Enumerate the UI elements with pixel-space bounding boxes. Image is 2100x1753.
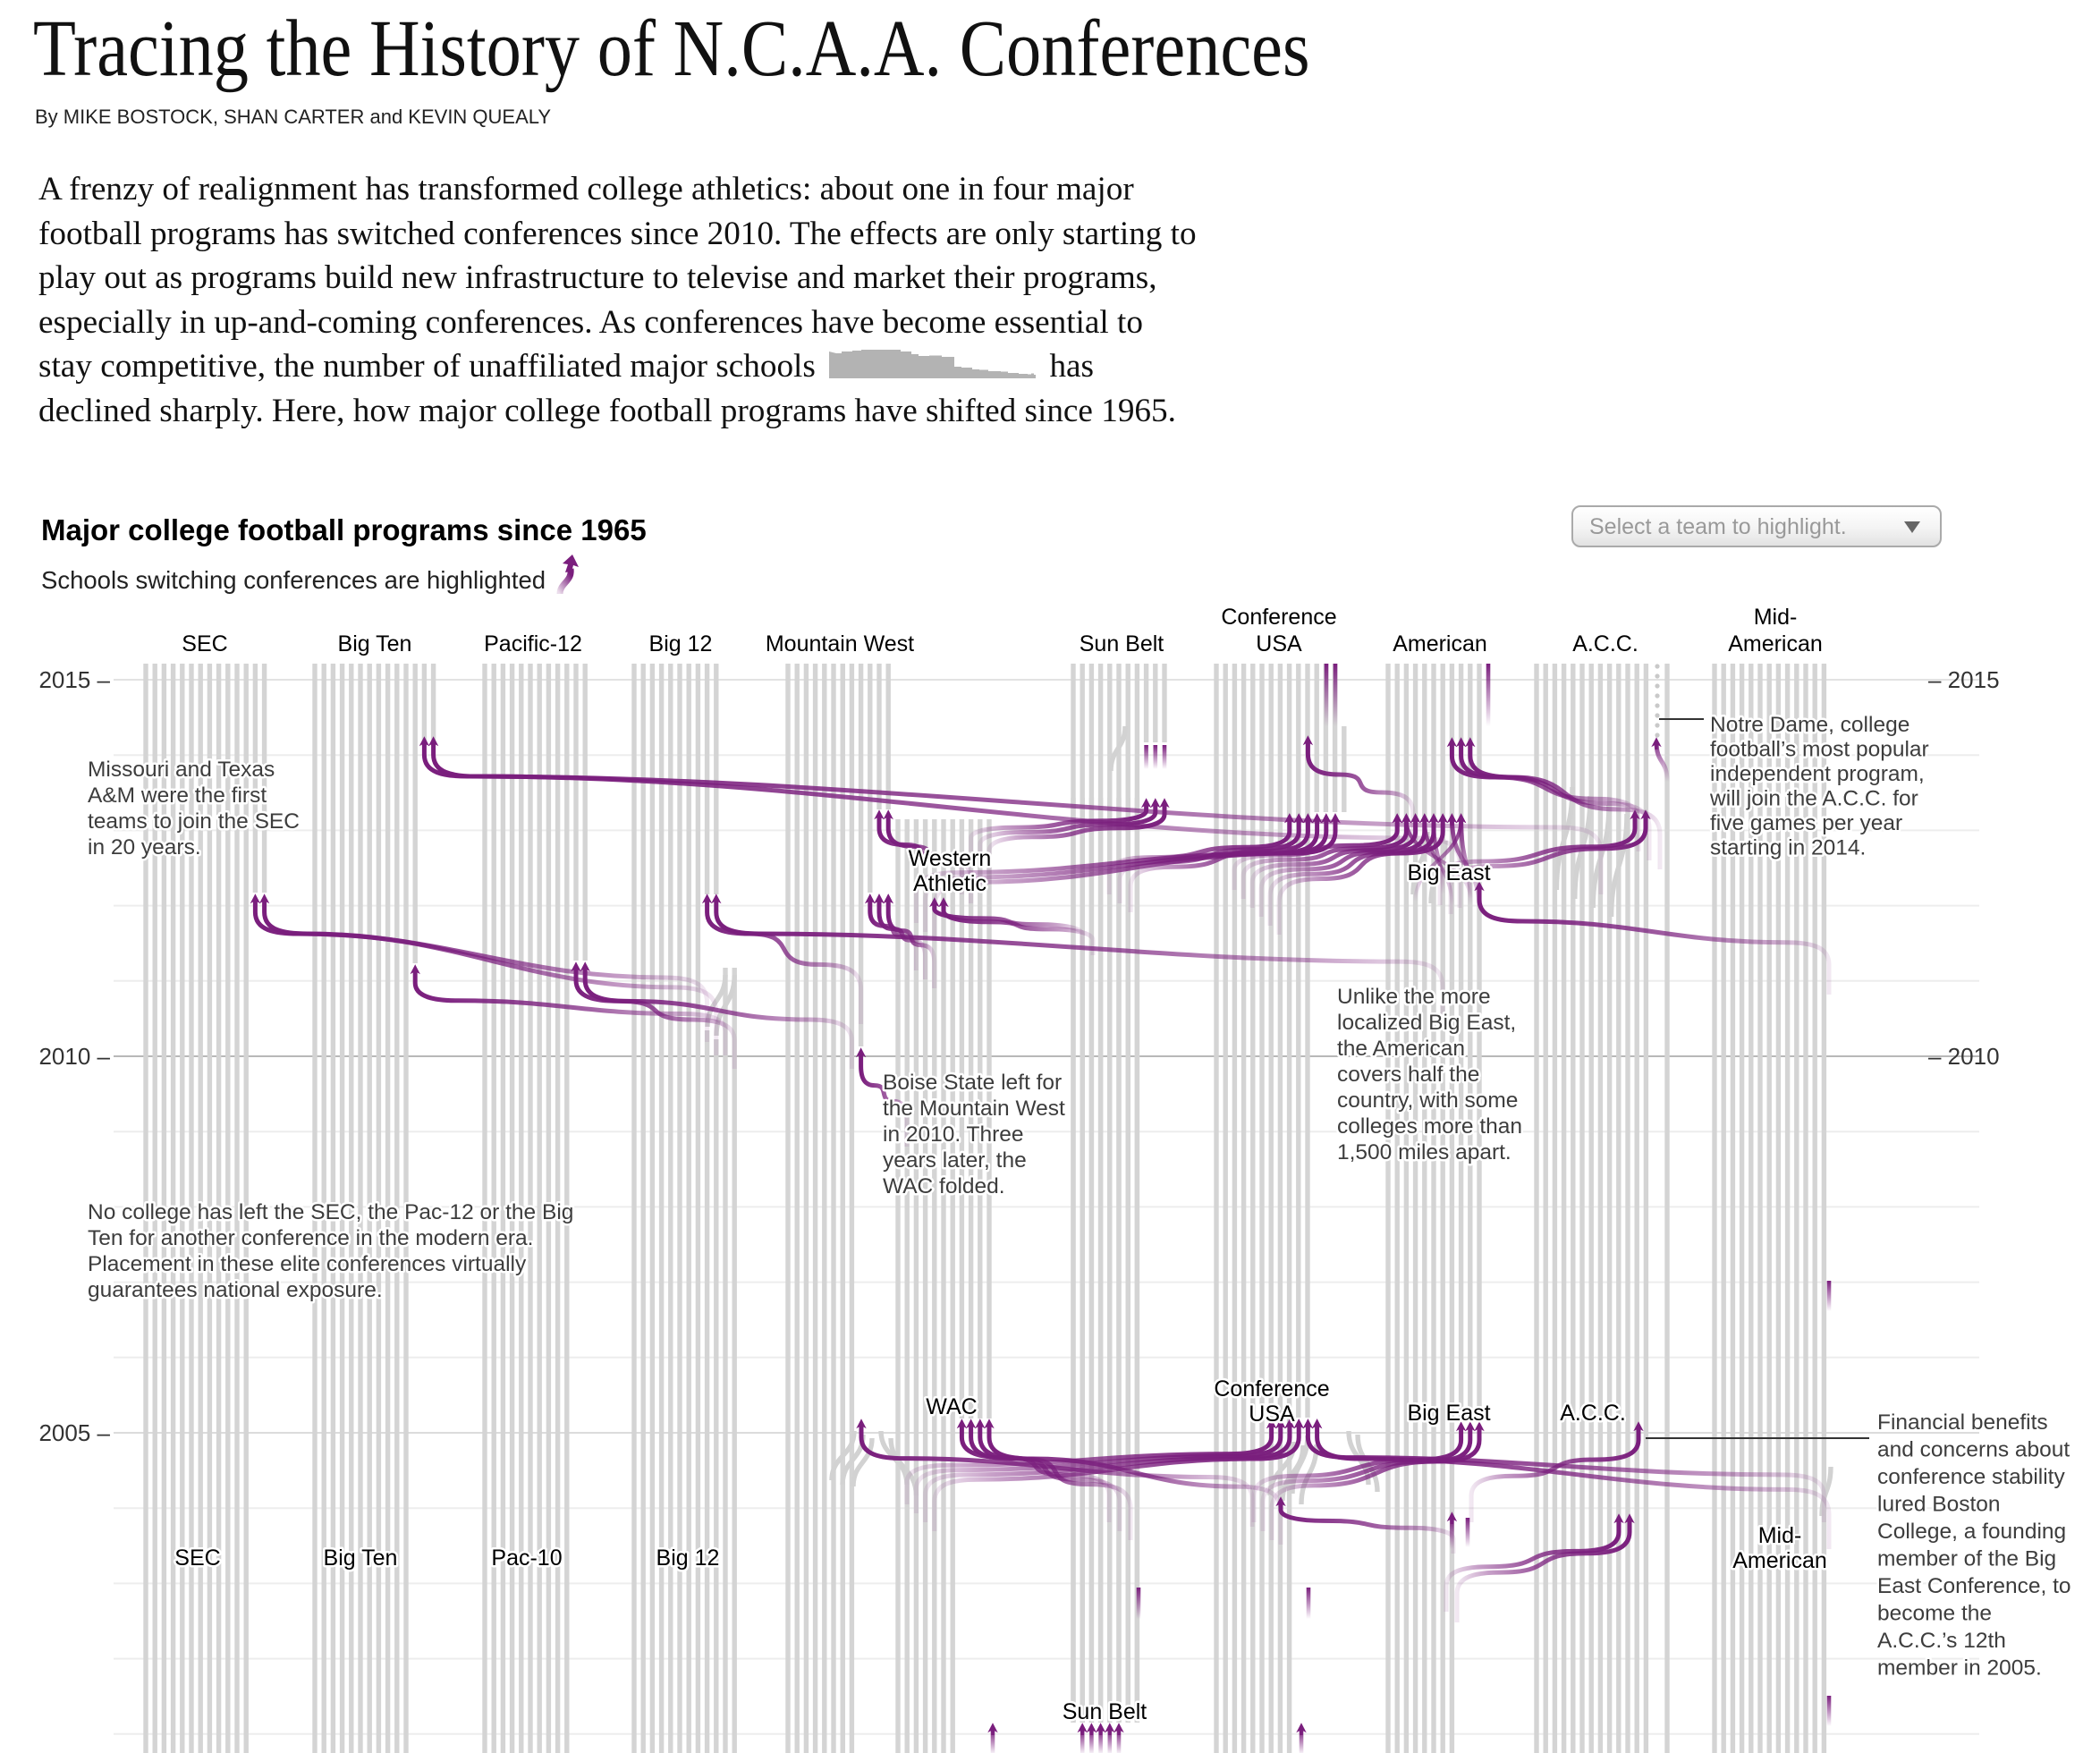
svg-text:SEC: SEC <box>182 631 227 656</box>
svg-text:– 2010: – 2010 <box>1928 1043 2000 1070</box>
svg-text:Conference: Conference <box>1221 605 1336 630</box>
svg-text:2005 –: 2005 – <box>38 1419 110 1446</box>
svg-text:WAC: WAC <box>926 1394 977 1419</box>
svg-text:2010 –: 2010 – <box>38 1043 110 1070</box>
svg-text:Sun Belt: Sun Belt <box>1063 1699 1147 1724</box>
svg-text:– 2015: – 2015 <box>1928 666 2000 693</box>
svg-text:Sun Belt: Sun Belt <box>1080 631 1164 656</box>
svg-text:Big 12: Big 12 <box>649 631 713 656</box>
svg-text:Big Ten: Big Ten <box>324 1546 398 1571</box>
svg-text:Pac-10: Pac-10 <box>491 1546 562 1571</box>
svg-text:Conference: Conference <box>1214 1376 1329 1402</box>
svg-text:Big East: Big East <box>1407 1401 1490 1426</box>
svg-text:SEC: SEC <box>174 1546 220 1571</box>
svg-text:USA: USA <box>1256 631 1302 656</box>
svg-text:Big East: Big East <box>1407 860 1490 885</box>
svg-text:American: American <box>1732 1548 1827 1573</box>
svg-text:A.C.C.: A.C.C. <box>1572 631 1639 656</box>
svg-text:American: American <box>1393 631 1487 656</box>
svg-text:Western: Western <box>909 846 992 871</box>
svg-text:Mid-: Mid- <box>1758 1523 1802 1548</box>
svg-text:Big 12: Big 12 <box>656 1546 720 1571</box>
svg-text:Athletic: Athletic <box>913 871 986 896</box>
svg-text:Pacific-12: Pacific-12 <box>484 631 582 656</box>
svg-text:Big Ten: Big Ten <box>338 631 412 656</box>
svg-text:USA: USA <box>1249 1402 1295 1427</box>
svg-text:Mountain West: Mountain West <box>766 631 914 656</box>
svg-text:Mid-: Mid- <box>1754 605 1798 630</box>
svg-text:2015 –: 2015 – <box>38 666 110 693</box>
svg-text:American: American <box>1728 631 1823 656</box>
svg-text:A.C.C.: A.C.C. <box>1560 1401 1626 1426</box>
svg-text:No college has left the SEC, t: No college has left the SEC, the Pac-12 … <box>88 1200 573 1302</box>
